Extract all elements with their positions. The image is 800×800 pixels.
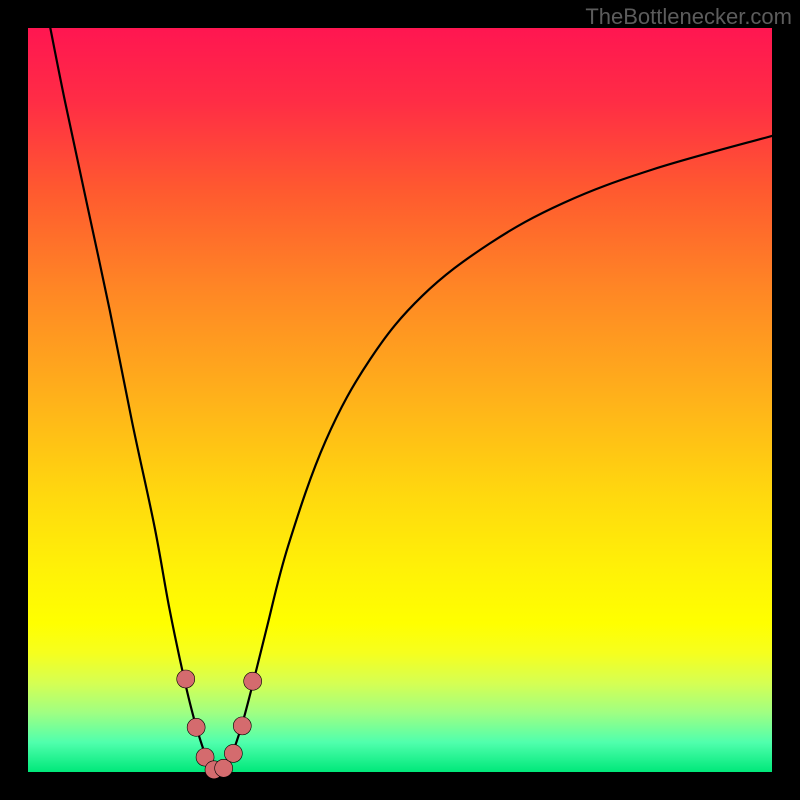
plot-background <box>28 28 772 772</box>
curve-marker <box>244 672 262 690</box>
curve-marker <box>177 670 195 688</box>
bottleneck-chart: TheBottlenecker.com <box>0 0 800 800</box>
curve-marker <box>233 717 251 735</box>
watermark-text: TheBottlenecker.com <box>585 4 792 30</box>
chart-svg <box>0 0 800 800</box>
curve-marker <box>224 744 242 762</box>
curve-marker <box>187 718 205 736</box>
